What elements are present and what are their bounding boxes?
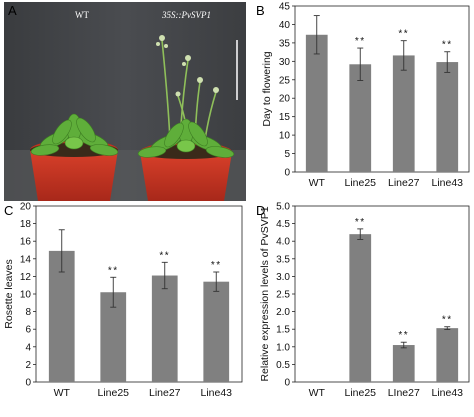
bar-line27	[392, 345, 415, 382]
y-tick-label: 1.5	[276, 325, 290, 336]
x-tick-label: Line25	[344, 387, 376, 399]
bar-line43	[436, 328, 459, 382]
y-tick-label: 6	[25, 325, 31, 336]
y-axis-label: Rosette leaves	[3, 259, 15, 328]
y-tick-label: 2.0	[276, 307, 290, 318]
significance-marker: **	[355, 217, 366, 228]
bar-line27	[151, 275, 178, 382]
significance-marker: **	[108, 265, 119, 276]
y-tick-label: 0	[25, 378, 31, 389]
x-tick-label: LIne27	[388, 387, 420, 399]
chart-day-to-flowering: 0 5 10 15 20 25 30 35 40 45 Day to flowering WT ** Li…	[261, 2, 470, 189]
bar-line25	[349, 234, 372, 382]
wt-label: WT	[75, 10, 89, 20]
y-tick-label: 5.0	[276, 202, 290, 213]
y-axis-label: Relative expression levels of PvSVP1	[259, 206, 271, 381]
significance-marker: **	[211, 260, 222, 271]
significance-marker: **	[159, 250, 170, 261]
significance-marker: **	[442, 40, 453, 51]
y-tick-label: 45	[279, 2, 291, 13]
significance-marker: **	[442, 315, 453, 326]
y-tick-label: 3.5	[276, 254, 290, 265]
significance-marker: **	[355, 36, 366, 47]
y-tick-label: 0.5	[276, 360, 290, 371]
y-tick-label: 4.0	[276, 237, 290, 248]
panel-d-letter: D	[256, 203, 265, 218]
x-tick-label: Line43	[200, 387, 232, 399]
bar-line43	[436, 62, 459, 173]
panel-c-letter: C	[4, 203, 13, 218]
y-tick-label: 10	[279, 131, 291, 142]
bar-wt	[305, 34, 328, 173]
y-tick-label: 15	[279, 112, 291, 123]
y-axis-label: Day to flowering	[261, 51, 273, 126]
y-tick-label: 14	[20, 254, 32, 265]
transgenic-label: 35S::PvSVP1	[161, 10, 211, 20]
significance-marker: **	[398, 29, 409, 40]
x-tick-label: Line43	[431, 177, 463, 189]
chart-rosette-leaves: 0 2 4 6 8 10 12 14 16 18 20 Rosette leaves WT ** Line2…	[3, 202, 243, 399]
y-tick-label: 1.0	[276, 342, 290, 353]
y-tick-label: 20	[20, 202, 32, 213]
x-tick-label: Line43	[431, 387, 463, 399]
panel-b-letter: B	[256, 3, 265, 18]
x-tick-label: Line27	[149, 387, 181, 399]
y-tick-label: 20	[279, 94, 291, 105]
y-tick-label: 5	[284, 149, 290, 160]
x-tick-label: WT	[309, 177, 326, 189]
y-tick-label: 12	[20, 272, 32, 283]
y-tick-label: 3.0	[276, 272, 290, 283]
x-tick-label: WT	[54, 387, 71, 399]
bar-line27	[392, 55, 415, 173]
y-tick-label: 25	[279, 75, 291, 86]
y-tick-label: 16	[20, 237, 32, 248]
y-tick-label: 2	[25, 360, 31, 371]
panel-a-letter: A	[8, 3, 17, 18]
panel-a-photo: A WT 35S::PvSVP1	[4, 2, 246, 201]
y-tick-label: 2.5	[276, 290, 290, 301]
y-tick-label: 4	[25, 342, 31, 353]
y-tick-label: 30	[279, 57, 291, 68]
bar-line25	[349, 64, 372, 172]
x-tick-label: Line27	[388, 177, 420, 189]
bar-wt	[48, 250, 75, 382]
x-tick-label: Line25	[97, 387, 129, 399]
x-tick-label: WT	[309, 387, 326, 399]
significance-marker: **	[398, 330, 409, 341]
y-tick-label: 18	[20, 219, 32, 230]
y-tick-label: 8	[25, 307, 31, 318]
chart-relative-expression: 0 0.5 1.0 1.5 2.0 2.5 3.0 3.5 4.0 4.5 5.0 Relative …	[259, 202, 470, 399]
y-tick-label: 35	[279, 38, 291, 49]
bar-line43	[203, 281, 230, 382]
y-tick-label: 0	[284, 378, 290, 389]
y-tick-label: 10	[20, 290, 32, 301]
wt-plant	[30, 113, 119, 201]
y-tick-label: 4.5	[276, 219, 290, 230]
plot-frame	[294, 5, 470, 173]
transgenic-plant	[137, 35, 235, 201]
x-tick-label: Line25	[344, 177, 376, 189]
y-tick-label: 0	[284, 168, 290, 179]
y-tick-label: 40	[279, 20, 291, 31]
